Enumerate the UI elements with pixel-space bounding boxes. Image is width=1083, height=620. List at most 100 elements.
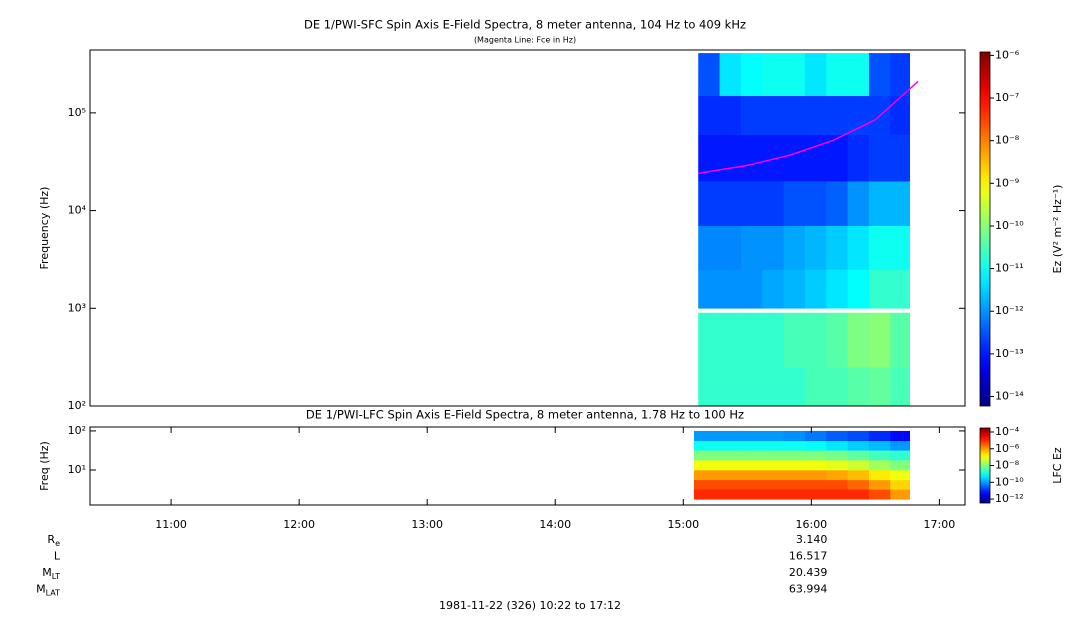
spectrogram-cell [719,460,742,471]
spectrogram-cell [783,181,806,227]
x-tick-label: 17:00 [924,518,956,531]
spectrogram-cell [826,367,849,407]
y-tick-label: 10⁵ [68,106,86,119]
spectrogram-cell [890,440,911,451]
spectrogram-cell [783,440,806,451]
spectrogram-cell [804,181,827,227]
spectrogram-cell [740,134,763,182]
spectrogram-cell [719,181,742,227]
colorbar-tick-label: 10⁻¹² [995,492,1024,505]
x-tick-label: 15:00 [667,518,699,531]
spectrogram-cell [783,53,806,96]
spectrogram-cell [698,225,721,270]
spectrogram-cell [698,181,721,227]
spectrogram-cell [847,312,870,368]
spectrogram-cell [804,440,827,451]
spectrogram-cell [847,95,870,135]
ephemeris-name-text: M [36,583,46,596]
spectrogram-cell [804,367,827,407]
spectrogram-cell [868,367,891,407]
spectrogram-cell [740,440,763,451]
spectrogram-cell [826,95,849,135]
spectrogram-cell [804,134,827,182]
spectrogram-cell [740,430,763,442]
spectrogram-cell [847,440,870,451]
spectrogram-cell [783,430,806,442]
ephemeris-value: 3.140 [796,533,828,546]
spectrogram-cell [762,469,785,481]
colorbar [979,427,991,504]
spectrogram-cell [719,367,742,407]
spectrogram-cell [804,95,827,135]
ephemeris-name-sub: e [55,539,60,548]
spectrogram-cell [868,312,891,368]
colorbar-label: Ez (V² m⁻² Hz⁻¹) [1051,185,1064,274]
spectrogram-cell [693,469,721,481]
y-tick-label: 10² [68,424,86,437]
spectrogram-cell [804,469,827,481]
spectrogram-cell [890,489,911,500]
spectrogram-cell [847,479,870,490]
spectrogram-cell [868,225,891,270]
spectrogram-cell [762,479,785,490]
spectrogram-cell [783,312,806,368]
ephemeris-name: MLT [42,566,60,581]
spectrogram-cell [847,460,870,471]
spectrogram-cell [826,312,849,368]
spectrogram-cell [762,489,785,500]
ephemeris-name: MLAT [36,583,60,598]
spectrogram-cell [783,479,806,490]
spectrogram-cell [719,53,742,96]
colorbar-tick-label: 10⁻⁷ [995,91,1019,104]
spectrogram-cell [890,460,911,471]
spectrogram-cell [783,269,806,309]
spectrogram-cell [847,430,870,442]
x-tick-label: 12:00 [283,518,315,531]
colorbar-tick-label: 10⁻¹⁴ [995,390,1024,403]
spectrogram-cell [783,134,806,182]
spectrogram-cell [762,95,785,135]
y-tick-label: 10² [68,399,86,412]
colorbar-tick-label: 10⁻⁹ [995,176,1019,189]
spectrogram-cell [698,53,721,96]
spectrogram-cell [826,225,849,270]
spectrogram-cell [740,479,763,490]
y-tick-label: 10³ [68,301,86,314]
spectrogram-cell [826,269,849,309]
spectrogram-cell [693,460,721,471]
spectrogram-cell [890,269,911,309]
ephemeris-name: L [54,550,61,563]
spectrogram-cell [762,181,785,227]
spectrogram-cell [740,469,763,481]
plot-frame [89,426,966,506]
spectrogram-cell [847,181,870,227]
spectrogram-cell [804,460,827,471]
spectrogram-cell [783,469,806,481]
chart-title: DE 1/PWI-LFC Spin Axis E-Field Spectra, … [306,408,744,422]
ephemeris-name-sub: LT [52,572,60,581]
spectrogram-cell [762,440,785,451]
spectrogram-cell [698,95,721,135]
spectrogram-cell [847,367,870,407]
spectrogram-cell [826,440,849,451]
spectrogram-cell [698,269,721,309]
spectrogram-cell [868,134,891,182]
colorbar-tick-label: 10⁻⁴ [995,425,1020,438]
spectrogram-cell [868,479,891,490]
spectrogram-cell [868,450,891,461]
spectrogram-cell [740,53,763,96]
y-axis-label: Freq (Hz) [38,441,51,491]
spectrogram-cell [826,53,849,96]
spectrogram-cell [826,489,849,500]
spectrogram-cell [719,450,742,461]
ephemeris-name-text: R [47,533,55,546]
spectrogram-cell [804,430,827,442]
spectrogram-cell [783,225,806,270]
spectrogram-cell [868,469,891,481]
spectrogram-cell [847,134,870,182]
spectrogram-cell [740,450,763,461]
spectrogram-cell [868,460,891,471]
x-tick-label: 14:00 [539,518,571,531]
spectrogram-cell [719,225,742,270]
spectrogram-cell [804,479,827,490]
